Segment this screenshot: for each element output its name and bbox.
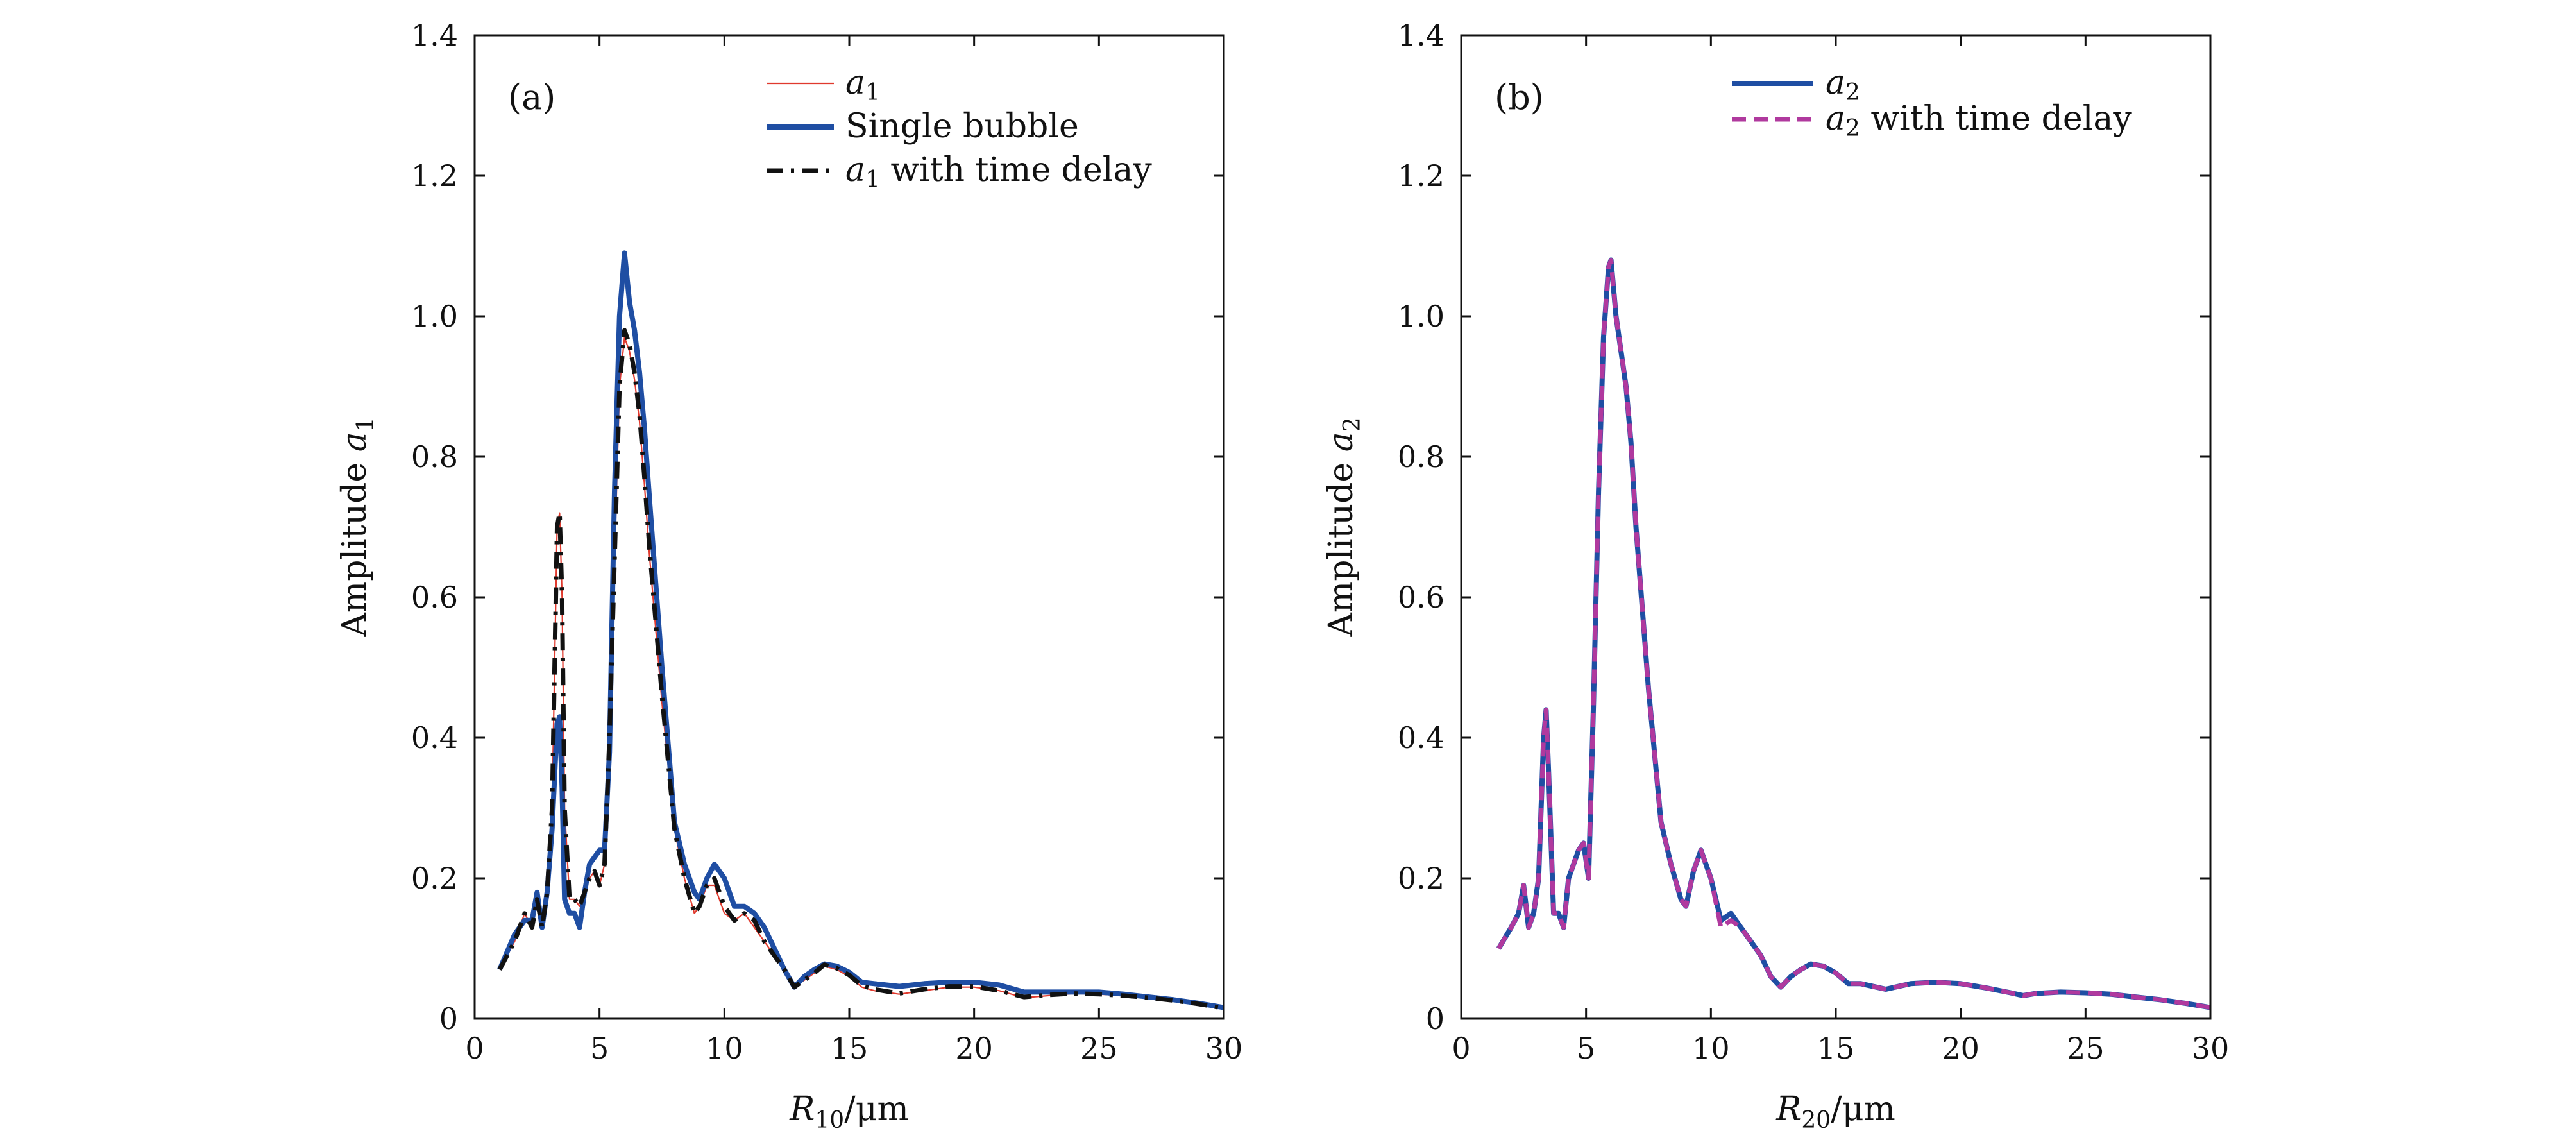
y-tick-label: 1.2 xyxy=(411,158,458,193)
x-tick-label: 10 xyxy=(706,1031,743,1066)
y-tick-label: 0.2 xyxy=(411,861,458,896)
panel-label: (b) xyxy=(1495,77,1544,117)
y-axis-label-sub: 1 xyxy=(353,417,379,432)
series-line-0 xyxy=(498,336,1224,1009)
y-axis-label-var: a xyxy=(335,432,374,452)
x-axis-label-unit: /μm xyxy=(844,1090,909,1128)
legend-entry-rest: Single bubble xyxy=(845,107,1079,146)
y-tick-label: 0 xyxy=(439,1001,458,1036)
y-tick-label: 1.0 xyxy=(411,299,458,334)
chart-panel-a: 0 5 10 15 20 25 3000.20.40.60.81.01.21.4(a)R10… xyxy=(335,18,1242,1134)
y-tick-label: 1.0 xyxy=(1398,299,1445,334)
series-line-1 xyxy=(1496,257,2210,1010)
y-tick-label: 1.4 xyxy=(1398,18,1445,53)
y-tick-label: 0.8 xyxy=(1398,439,1445,474)
x-tick-label: 5 xyxy=(1577,1031,1595,1066)
legend-entry-0: a1 xyxy=(845,64,880,106)
legend-entry-rest: with time delay xyxy=(1860,99,2132,138)
legend-entry-var: a xyxy=(1826,99,1845,138)
x-axis-label: R20/μm xyxy=(1775,1090,1895,1134)
x-tick-label: 0 xyxy=(1452,1031,1470,1066)
y-tick-label: 0.4 xyxy=(411,720,458,755)
legend-entry-sub: 2 xyxy=(1845,80,1860,106)
x-tick-label: 30 xyxy=(2192,1031,2230,1066)
x-axis-label-unit: /μm xyxy=(1831,1090,1895,1128)
x-tick-label: 25 xyxy=(2067,1031,2105,1066)
x-tick-label: 10 xyxy=(1692,1031,1730,1066)
legend-entry-2: a1 with time delay xyxy=(845,151,1152,193)
series-line-2 xyxy=(497,328,1224,1011)
y-axis-label: Amplitude a2 xyxy=(1322,417,1366,637)
x-tick-label: 25 xyxy=(1080,1031,1118,1066)
x-axis-label-sub: 10 xyxy=(815,1107,844,1134)
y-tick-label: 1.4 xyxy=(411,18,458,53)
x-tick-label: 20 xyxy=(1942,1031,1979,1066)
legend-entry-1: Single bubble xyxy=(845,107,1079,146)
legend-entry-var: a xyxy=(1826,64,1845,102)
legend-entry-rest: with time delay xyxy=(880,151,1152,189)
series-line-0 xyxy=(1496,257,2210,1010)
legend-entry-sub: 2 xyxy=(1845,115,1860,142)
x-tick-label: 15 xyxy=(831,1031,869,1066)
y-tick-label: 0.8 xyxy=(411,439,458,474)
legend-entry-var: a xyxy=(845,64,865,102)
legend-entry-0: a2 xyxy=(1826,64,1860,106)
x-tick-label: 15 xyxy=(1817,1031,1855,1066)
legend-entry-sub: 1 xyxy=(865,167,880,193)
x-tick-label: 20 xyxy=(955,1031,993,1066)
y-axis-label-sub: 2 xyxy=(1339,417,1366,432)
y-axis-label: Amplitude a1 xyxy=(335,417,379,637)
y-tick-label: 1.2 xyxy=(1398,158,1445,193)
y-axis-label-text: Amplitude xyxy=(335,452,374,637)
x-axis-label-var: R xyxy=(1775,1090,1801,1128)
x-axis-label-var: R xyxy=(789,1090,815,1128)
y-tick-label: 0.6 xyxy=(411,580,458,615)
y-tick-label: 0.6 xyxy=(1398,580,1445,615)
x-tick-label: 30 xyxy=(1205,1031,1243,1066)
y-axis-label-var: a xyxy=(1322,432,1360,452)
x-tick-label: 5 xyxy=(590,1031,609,1066)
panel-label: (a) xyxy=(508,77,555,117)
y-axis-label-text: Amplitude xyxy=(1322,452,1360,637)
legend-entry-1: a2 with time delay xyxy=(1826,99,2132,142)
series-group xyxy=(1496,257,2210,1010)
x-axis-label-sub: 20 xyxy=(1801,1107,1831,1134)
legend-entry-sub: 1 xyxy=(865,80,880,106)
series-group xyxy=(497,250,1224,1011)
chart-panel-b: 0 5 10 15 20 25 3000.20.40.60.81.01.21.4(b)R20… xyxy=(1322,18,2229,1134)
series-line-1 xyxy=(497,250,1224,1010)
y-tick-label: 0.4 xyxy=(1398,720,1445,755)
legend-entry-var: a xyxy=(845,151,865,189)
x-tick-label: 0 xyxy=(465,1031,484,1066)
y-tick-label: 0.2 xyxy=(1398,861,1445,896)
y-tick-label: 0 xyxy=(1426,1001,1445,1036)
x-axis-label: R10/μm xyxy=(789,1090,909,1134)
